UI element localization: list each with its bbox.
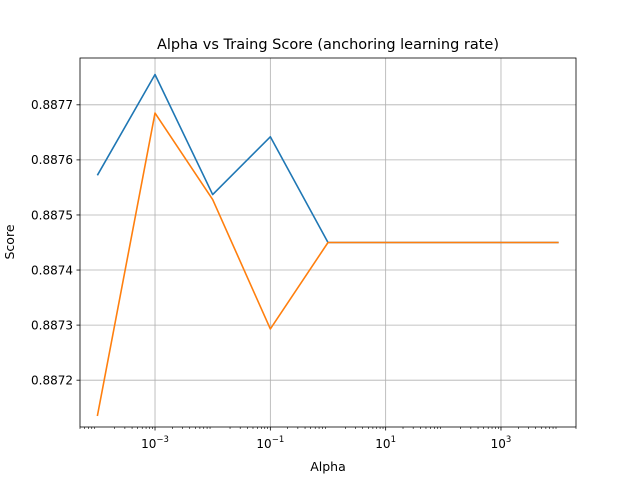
x-axis-label: Alpha (310, 459, 346, 474)
y-tick-label: 0.8875 (31, 208, 73, 222)
x-tick-label: 103 (491, 435, 512, 451)
x-tick-label: 101 (375, 435, 396, 451)
y-tick-label: 0.8873 (31, 318, 73, 332)
x-tick-label: 10−1 (256, 435, 284, 451)
y-axis-label: Score (2, 224, 17, 259)
y-tick-label: 0.8874 (31, 263, 73, 277)
y-tick-label: 0.8877 (31, 98, 73, 112)
series-2-line (96, 112, 559, 417)
grid (80, 58, 576, 427)
series-lines (96, 73, 559, 417)
plot-frame (79, 57, 577, 428)
x-axis-ticks: 10−3 10−1 101 103 (79, 427, 577, 451)
y-tick-label: 0.8876 (31, 153, 73, 167)
y-tick-label: 0.8872 (31, 373, 73, 387)
y-axis-ticks: 0.8872 0.8873 0.8874 0.8875 0.8876 0.8877 (31, 98, 80, 387)
x-tick-label: 10−3 (141, 435, 169, 451)
chart-title: Alpha vs Traing Score (anchoring learnin… (157, 37, 499, 53)
